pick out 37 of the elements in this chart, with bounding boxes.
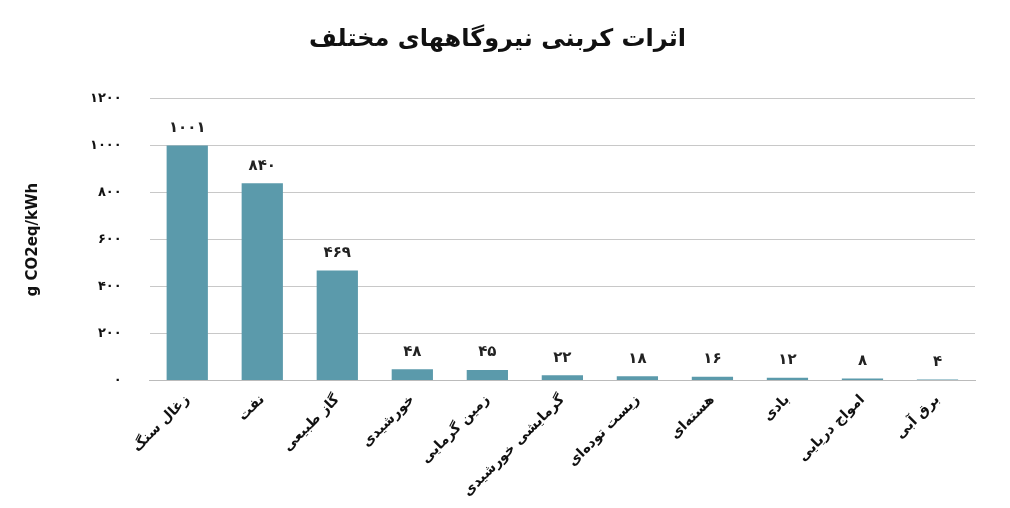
x-tick-label: خورشیدی [358, 390, 418, 451]
data-label: ۲۲ [553, 347, 572, 366]
bar [241, 183, 283, 380]
bar [691, 376, 734, 380]
x-tick-label: گاز طبیعی [279, 390, 343, 454]
data-label: ۱۲ [778, 350, 797, 369]
bar [391, 369, 433, 380]
x-tick-label: برق آبی [890, 390, 943, 443]
bar [316, 270, 358, 380]
x-tick-label: زغال سنگ [128, 390, 192, 455]
x-tick-label: هسته‌ای [666, 390, 718, 442]
bar [616, 376, 659, 380]
y-tick-label: ۴۰۰ [97, 277, 122, 293]
x-tick-label: زیست توده‌ای [564, 390, 643, 470]
y-tick-label: ۱۲۰۰ [89, 90, 122, 106]
data-label: ۸ [857, 351, 868, 370]
bar [466, 369, 508, 380]
y-tick-label: ۶۰۰ [97, 231, 122, 247]
bar [541, 375, 583, 380]
y-axis-title: g CO2eq/kWh [22, 182, 41, 297]
data-label: ۴۸ [403, 341, 422, 360]
data-label: ۱۰۰۱ [168, 117, 206, 136]
data-label: ۴۵ [478, 342, 497, 361]
x-tick-label: بادی [759, 390, 793, 424]
data-label: ۱۶ [703, 349, 722, 368]
x-tick-label: امواج دریایی [794, 390, 868, 465]
chart-title: اثرات کربنی نیروگاههای مختلف [308, 23, 687, 52]
y-tick-label: ۱۰۰۰ [89, 137, 122, 153]
bar [166, 145, 208, 380]
data-label: ۱۸ [628, 348, 647, 367]
data-label: ۸۴۰ [248, 155, 277, 174]
x-tick-label: نفت [234, 390, 267, 424]
y-tick-label: ۰ [113, 371, 122, 387]
data-label: ۴ [932, 351, 943, 370]
y-tick-label: ۸۰۰ [97, 184, 122, 200]
data-label: ۴۶۹ [323, 242, 352, 261]
y-tick-label: ۲۰۰ [97, 324, 122, 340]
